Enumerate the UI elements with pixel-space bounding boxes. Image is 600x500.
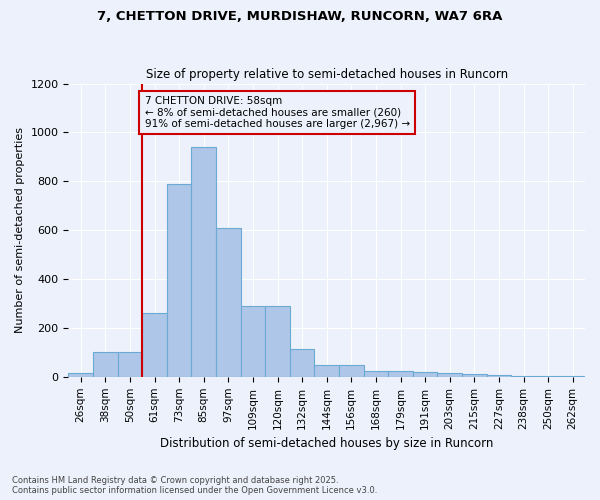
Bar: [560, 376, 585, 377]
Text: Contains HM Land Registry data © Crown copyright and database right 2025.
Contai: Contains HM Land Registry data © Crown c…: [12, 476, 377, 495]
Y-axis label: Number of semi-detached properties: Number of semi-detached properties: [15, 127, 25, 333]
Bar: [93, 352, 118, 377]
Text: 7, CHETTON DRIVE, MURDISHAW, RUNCORN, WA7 6RA: 7, CHETTON DRIVE, MURDISHAW, RUNCORN, WA…: [97, 10, 503, 23]
Text: 7 CHETTON DRIVE: 58sqm
← 8% of semi-detached houses are smaller (260)
91% of sem: 7 CHETTON DRIVE: 58sqm ← 8% of semi-deta…: [145, 96, 410, 129]
Bar: [191, 147, 216, 377]
Bar: [314, 364, 339, 377]
Bar: [118, 352, 142, 377]
Bar: [142, 314, 167, 377]
Title: Size of property relative to semi-detached houses in Runcorn: Size of property relative to semi-detach…: [146, 68, 508, 81]
Bar: [437, 373, 462, 377]
Bar: [511, 376, 536, 377]
Bar: [487, 375, 511, 377]
Bar: [290, 348, 314, 377]
Bar: [388, 370, 413, 377]
Bar: [536, 376, 560, 377]
Bar: [265, 306, 290, 377]
Bar: [241, 306, 265, 377]
Bar: [413, 372, 437, 377]
Bar: [462, 374, 487, 377]
Bar: [339, 364, 364, 377]
X-axis label: Distribution of semi-detached houses by size in Runcorn: Distribution of semi-detached houses by …: [160, 437, 493, 450]
Bar: [216, 228, 241, 377]
Bar: [167, 184, 191, 377]
Bar: [364, 370, 388, 377]
Bar: [68, 373, 93, 377]
